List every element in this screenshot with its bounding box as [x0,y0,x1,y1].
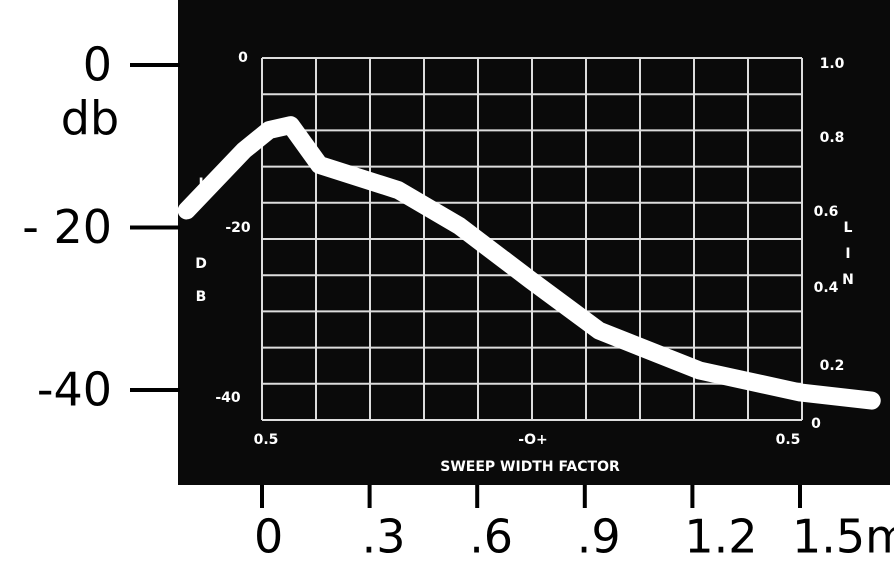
y-tick-label: 0 [83,38,112,92]
screen-bottom-label: 0.5 [776,432,801,448]
screen-right-label: 0.6 [814,204,839,220]
screen-right-label: 0.8 [820,130,845,146]
y-tick-label: -40 [37,363,112,417]
screen-left-label: 0 [238,50,248,66]
y-tick-label: - 20 [22,200,112,254]
screen-right-title: L [844,220,853,236]
screen-right-label: 0.2 [820,358,845,374]
x-tick-label: 1.2 [684,510,757,564]
screen-left-title: D [195,256,207,272]
screen [178,0,890,485]
screen-right-title: N [842,272,854,288]
screen-bottom-label: -O+ [518,432,547,448]
screen-x-label: SWEEP WIDTH FACTOR [440,459,620,475]
screen-left-label: -20 [225,220,251,236]
x-tick-label: 1.5mc [792,510,894,564]
screen-left-title: B [196,289,207,305]
screen-right-label: 0 [811,416,821,432]
x-tick-label: .3 [362,510,406,564]
trace [177,116,881,410]
y-axis-label: db [61,92,119,146]
x-tick-label: .9 [577,510,621,564]
screen-right-title: I [845,246,850,262]
screen-right-label: 0.4 [814,280,839,296]
screen-bottom-label: 0.5 [254,432,279,448]
x-tick-label: .6 [469,510,513,564]
screen-right-label: 1.0 [820,56,845,72]
screen-left-label: -40 [215,390,241,406]
x-tick-label: 0 [254,510,283,564]
